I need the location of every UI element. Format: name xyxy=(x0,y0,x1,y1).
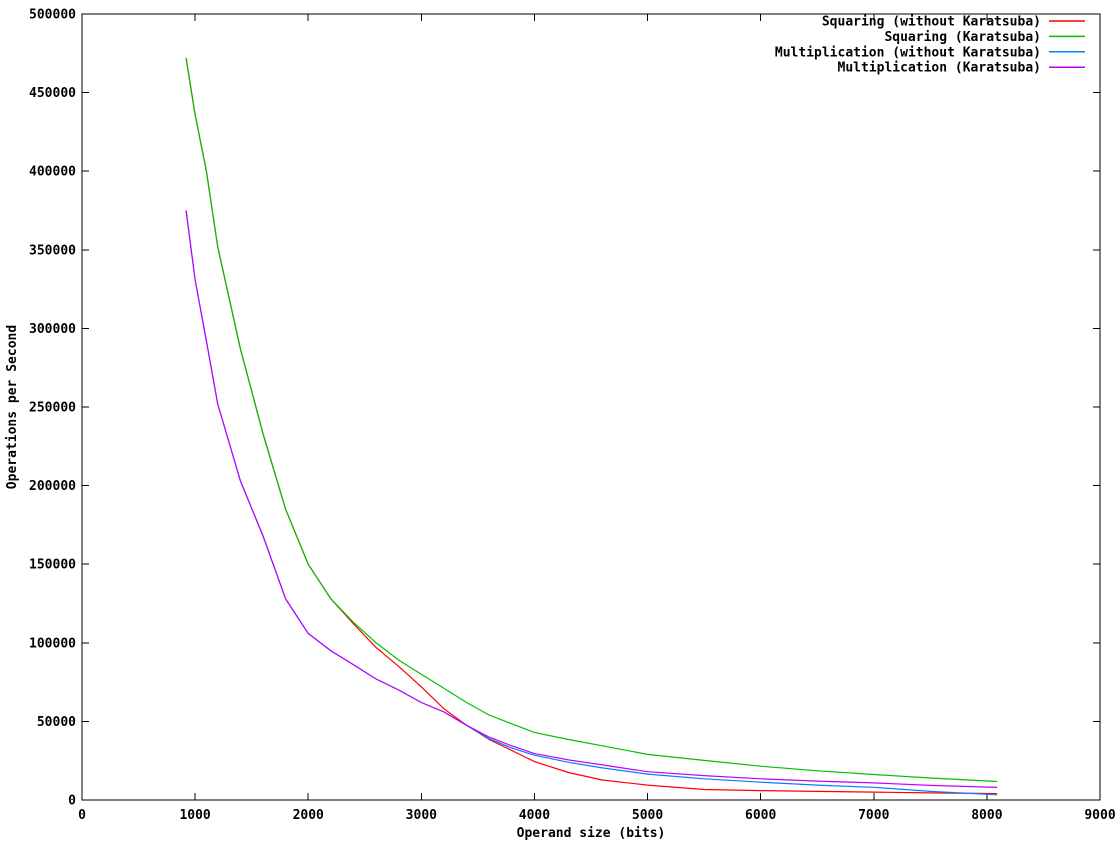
y-tick-label: 200000 xyxy=(29,479,76,494)
x-axis-title: Operand size (bits) xyxy=(517,826,666,840)
legend-entry: Multiplication (without Karatsuba) xyxy=(775,45,1085,60)
y-tick-label: 50000 xyxy=(37,715,76,730)
y-axis-title: Operations per Second xyxy=(5,325,20,489)
series-line-squaring-karatsuba xyxy=(185,57,998,783)
plot-border xyxy=(81,13,1101,801)
y-tick-label: 350000 xyxy=(29,243,76,258)
legend-label: Squaring (Karatsuba) xyxy=(884,30,1041,45)
y-tick-label: 450000 xyxy=(29,86,76,101)
y-tick-label: 100000 xyxy=(29,636,76,651)
series-line-multiplication-karatsuba xyxy=(185,210,998,788)
axis-ticks xyxy=(81,13,1101,801)
x-tick-label: 3000 xyxy=(406,808,437,823)
y-tick-label: 500000 xyxy=(29,8,76,23)
x-tick-label: 2000 xyxy=(293,808,324,823)
data-series xyxy=(185,57,998,796)
y-tick-label: 250000 xyxy=(29,401,76,416)
x-tick-label: 8000 xyxy=(971,808,1002,823)
legend-entry: Squaring (without Karatsuba) xyxy=(822,15,1085,30)
legend-label: Multiplication (Karatsuba) xyxy=(838,61,1042,76)
axis-tick-labels: 0 1000 2000 3000 4000 5000 6000 7000 8000 9000 0 50… xyxy=(29,8,1116,824)
y-tick-label: 0 xyxy=(68,794,76,809)
legend-label: Squaring (without Karatsuba) xyxy=(822,15,1041,30)
legend-label: Multiplication (without Karatsuba) xyxy=(775,45,1041,60)
legend-entry: Multiplication (Karatsuba) xyxy=(838,61,1085,76)
series-line-multiplication-without-karatsuba xyxy=(185,210,998,796)
x-tick-label: 6000 xyxy=(745,808,776,823)
y-tick-label: 300000 xyxy=(29,322,76,337)
series-line-squaring-without-karatsuba xyxy=(185,57,998,795)
x-tick-label: 5000 xyxy=(632,808,663,823)
x-tick-label: 4000 xyxy=(519,808,550,823)
y-tick-label: 400000 xyxy=(29,165,76,180)
legend: Squaring (without Karatsuba)Squaring (Ka… xyxy=(775,15,1085,76)
x-tick-label: 9000 xyxy=(1084,808,1115,823)
x-tick-label: 7000 xyxy=(858,808,889,823)
x-tick-label: 1000 xyxy=(179,808,210,823)
x-tick-label: 0 xyxy=(78,808,86,823)
y-tick-label: 150000 xyxy=(29,558,76,573)
legend-entry: Squaring (Karatsuba) xyxy=(884,30,1085,45)
